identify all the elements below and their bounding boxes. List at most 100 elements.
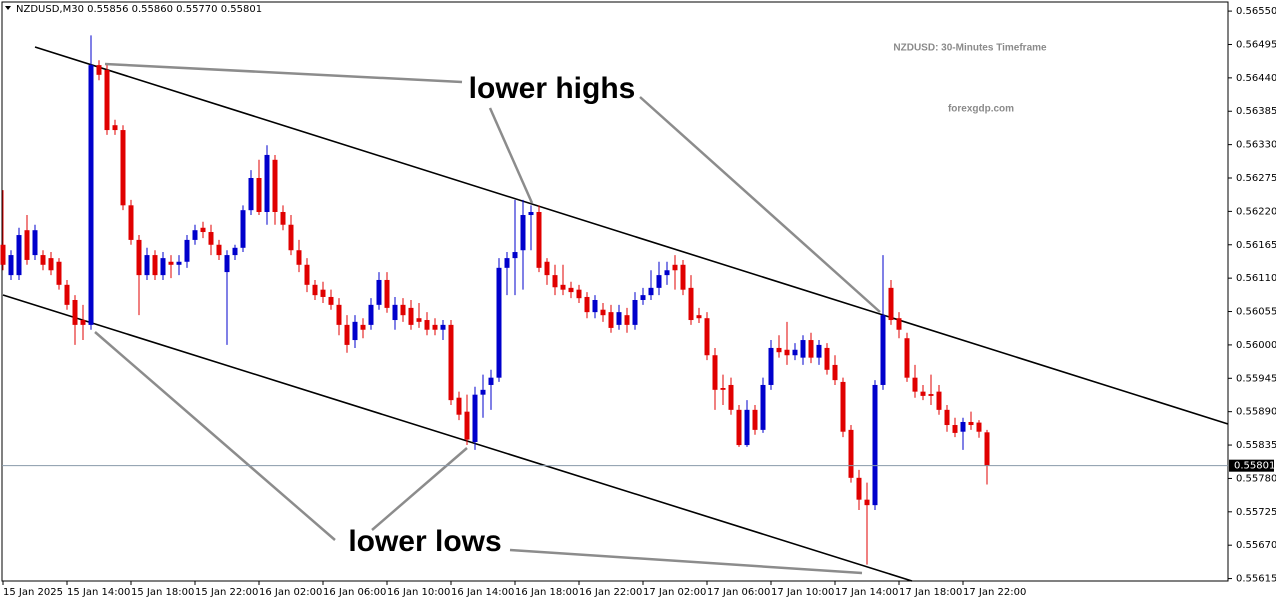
candle-body <box>288 224 294 251</box>
y-tick-label: 0.55890 <box>1236 407 1276 418</box>
candle-body <box>352 321 358 341</box>
candle-body <box>424 320 430 330</box>
candle-body <box>720 388 726 390</box>
candle-body <box>400 304 406 316</box>
candle-body <box>224 255 230 273</box>
candle-body <box>192 230 198 240</box>
candle-body <box>40 255 46 265</box>
candle-body <box>640 295 646 300</box>
y-tick-label: 0.55945 <box>1236 373 1276 384</box>
candle-body <box>688 287 694 321</box>
candle-body <box>904 338 910 378</box>
candle-body <box>312 284 318 296</box>
candle-body <box>392 304 398 321</box>
candle-body <box>664 270 670 276</box>
candle-body <box>200 227 206 233</box>
candle-body <box>952 425 958 433</box>
x-tick-label: 16 Jan 10:00 <box>387 587 450 598</box>
candle-body <box>768 347 774 385</box>
candle-body <box>32 230 38 256</box>
candle-body <box>24 230 30 260</box>
x-tick-label: 17 Jan 06:00 <box>707 587 770 598</box>
candle-body <box>488 377 494 385</box>
candle-body <box>672 264 678 271</box>
chart-subtitle: forexgdp.com <box>948 104 1014 115</box>
y-tick-label: 0.55670 <box>1236 540 1276 551</box>
y-tick-label: 0.56550 <box>1236 6 1276 17</box>
candle-body <box>792 349 798 356</box>
candle-body <box>296 250 302 265</box>
current-price-label: 0.55801 <box>1234 461 1275 472</box>
candle-body <box>456 397 462 415</box>
pointer-lines <box>94 62 881 575</box>
candle-body <box>920 391 926 396</box>
candle-body <box>840 381 846 432</box>
candle-body <box>576 289 582 299</box>
y-tick-label: 0.56440 <box>1236 73 1276 84</box>
candle-body <box>592 299 598 313</box>
candle-body <box>304 264 310 285</box>
candle-body <box>280 211 286 225</box>
candle-body <box>600 309 606 316</box>
candle-body <box>88 65 94 325</box>
candle-body <box>560 284 566 290</box>
y-tick-label: 0.55780 <box>1236 473 1276 484</box>
x-tick-label: 17 Jan 18:00 <box>899 587 962 598</box>
candle-body <box>112 125 118 131</box>
candle-body <box>976 422 982 432</box>
menu-arrow <box>5 6 11 10</box>
candle-body <box>144 255 150 276</box>
x-tick-label: 17 Jan 14:00 <box>835 587 898 598</box>
candle-body <box>120 130 126 206</box>
candle-body <box>616 312 622 325</box>
candle-body <box>624 315 630 325</box>
candle-body <box>408 307 414 325</box>
candle-body <box>816 344 822 358</box>
annotation: lower lows <box>348 525 501 558</box>
candle-body <box>544 261 550 276</box>
candle-body <box>96 65 102 75</box>
candle-body <box>736 409 742 446</box>
header: NZDUSD,M30 0.55856 0.55860 0.55770 0.558… <box>16 4 262 15</box>
pointer <box>488 107 534 204</box>
candle-body <box>272 159 278 212</box>
candle-body <box>16 235 22 276</box>
candle-body <box>512 252 518 259</box>
y-tick-label: 0.56275 <box>1236 173 1276 184</box>
candle-body <box>0 244 6 265</box>
candle-body <box>552 275 558 288</box>
y-tick-label: 0.56220 <box>1236 206 1276 217</box>
candle-body <box>928 394 934 396</box>
y-tick-label: 0.56495 <box>1236 39 1276 50</box>
candle-body <box>568 287 574 293</box>
candle-body <box>232 247 238 256</box>
x-tick-label: 17 Jan 22:00 <box>963 587 1026 598</box>
candle-body <box>256 178 262 212</box>
candle-body <box>184 239 190 262</box>
candle-body <box>248 178 254 211</box>
candle-body <box>480 389 486 395</box>
candle-body <box>656 275 662 288</box>
candle-body <box>984 432 990 466</box>
y-tick-label: 0.56000 <box>1236 340 1276 351</box>
candle-body <box>896 318 902 330</box>
pointer <box>639 96 881 313</box>
candle-body <box>328 296 334 305</box>
candle-body <box>472 394 478 443</box>
candle-body <box>448 324 454 401</box>
pointer <box>94 331 336 541</box>
candle-body <box>440 324 446 330</box>
chart-title: NZDUSD: 30-Minutes Timeframe <box>893 43 1047 54</box>
candle-body <box>856 477 862 500</box>
y-tick-label: 0.56110 <box>1236 273 1276 284</box>
candle-body <box>944 409 950 426</box>
candle-body <box>784 349 790 356</box>
upper-trendline <box>34 46 1229 425</box>
candle-body <box>336 304 342 325</box>
candle-body <box>680 264 686 290</box>
candle-body <box>968 421 974 426</box>
candle-body <box>320 289 326 297</box>
y-tick-label: 0.55615 <box>1236 574 1276 585</box>
